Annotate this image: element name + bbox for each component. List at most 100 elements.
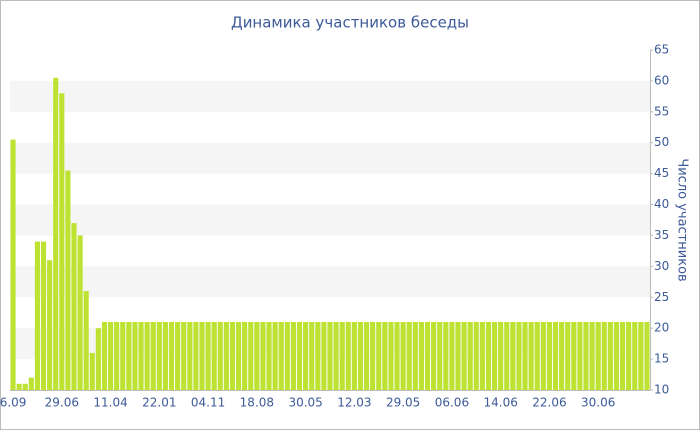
bar: [162, 322, 168, 390]
bar: [516, 322, 522, 390]
bar: [528, 322, 534, 390]
bar: [28, 377, 34, 390]
bar: [449, 322, 455, 390]
bar: [406, 322, 412, 390]
bar: [485, 322, 492, 390]
x-tick-label: 11.04: [93, 396, 127, 410]
bar: [364, 322, 370, 390]
bar: [315, 322, 321, 390]
bar: [290, 322, 296, 390]
bar: [559, 322, 565, 390]
bar: [47, 260, 53, 390]
bar: [101, 322, 108, 390]
bar: [34, 241, 40, 390]
chart-title: Динамика участников беседы: [231, 14, 469, 32]
y-tick-label: 35: [654, 228, 669, 242]
bar: [205, 322, 211, 390]
bar: [229, 322, 236, 390]
bar: [437, 322, 443, 390]
x-tick-label: 29.05: [386, 396, 420, 410]
bar: [108, 322, 114, 390]
bar: [626, 322, 632, 390]
bar: [546, 322, 552, 390]
y-tick-label: 10: [654, 383, 669, 397]
bar: [156, 322, 162, 390]
x-tick-label: 22.01: [142, 396, 176, 410]
bar: [16, 383, 22, 390]
bar: [583, 322, 589, 390]
bar: [168, 322, 175, 390]
bar: [333, 322, 339, 390]
bar: [498, 322, 504, 390]
x-tick-label: 18.08: [240, 396, 274, 410]
bar: [22, 383, 28, 390]
y-tick-label: 25: [654, 290, 669, 304]
bar: [254, 322, 260, 390]
bar: [278, 322, 284, 390]
bar: [10, 139, 16, 390]
bar: [552, 322, 559, 390]
bar: [71, 223, 77, 390]
bar: [260, 322, 266, 390]
bar: [431, 322, 437, 390]
bar: [571, 322, 577, 390]
bar: [412, 322, 418, 390]
bar: [382, 322, 388, 390]
bar: [479, 322, 485, 390]
bar: [376, 322, 382, 390]
bar: [424, 322, 431, 390]
bar: [620, 322, 626, 390]
bar: [175, 322, 181, 390]
bar: [394, 322, 400, 390]
bar: [351, 322, 357, 390]
grid-band: [10, 80, 650, 112]
bar: [126, 322, 132, 390]
bar: [540, 322, 546, 390]
y-tick-label: 45: [654, 166, 669, 180]
bar: [223, 322, 229, 390]
bar: [217, 322, 223, 390]
x-tick-label: 06.06: [435, 396, 469, 410]
x-tick-label: 30.05: [288, 396, 322, 410]
bar: [114, 322, 120, 390]
bar: [577, 322, 583, 390]
y-tick-label: 20: [654, 321, 669, 335]
bar: [59, 93, 65, 390]
bar: [53, 77, 59, 391]
grid-band: [10, 142, 650, 174]
bar: [65, 170, 71, 390]
y-tick-label: 65: [654, 43, 669, 57]
x-tick-label: 12.03: [337, 396, 371, 410]
bar: [400, 322, 406, 390]
bar: [595, 322, 601, 390]
bar: [644, 322, 650, 390]
bar: [296, 322, 303, 390]
grid-band: [10, 204, 650, 236]
bar: [242, 322, 248, 390]
bar: [193, 322, 199, 390]
bar: [89, 352, 95, 390]
bar: [473, 322, 479, 390]
bar: [534, 322, 540, 390]
bar: [339, 322, 345, 390]
bar: [565, 322, 571, 390]
y-tick-label: 50: [654, 135, 669, 149]
bar: [492, 322, 498, 390]
bar: [461, 322, 467, 390]
bar: [321, 322, 327, 390]
bar: [443, 322, 449, 390]
x-tick-label: 6.09: [0, 396, 26, 410]
bar: [370, 322, 376, 390]
x-tick-label: 30.06: [581, 396, 615, 410]
x-tick-label: 22.06: [532, 396, 566, 410]
bar: [522, 322, 528, 390]
bar: [138, 322, 144, 390]
bar: [40, 241, 47, 390]
bar: [613, 322, 620, 390]
bar: [504, 322, 510, 390]
bar: [266, 322, 272, 390]
bar: [589, 322, 595, 390]
bar: [77, 235, 83, 390]
bar: [607, 322, 613, 390]
